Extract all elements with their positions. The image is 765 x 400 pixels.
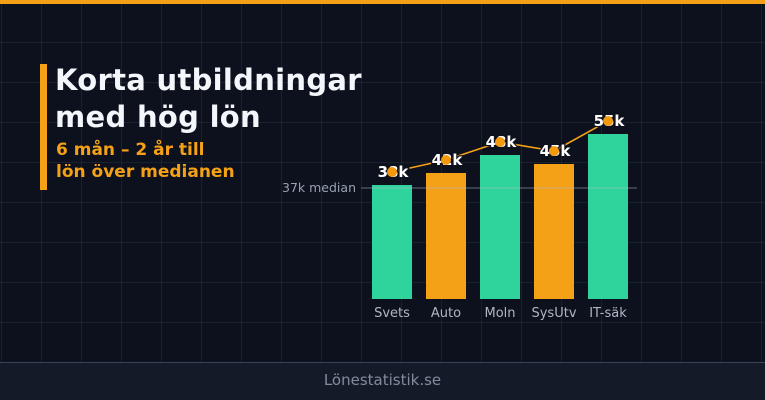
trend-dot-Auto [441, 155, 451, 165]
footer-band [0, 363, 765, 400]
bar-Auto [426, 173, 466, 299]
x-axis-label-Svets: Svets [374, 306, 410, 321]
trend-dot-Svets [387, 167, 397, 177]
trend-dot-IT-säk [603, 116, 613, 126]
background-grid [0, 0, 765, 363]
page-title: Korta utbildningar med hög lön [55, 62, 362, 136]
bar-Svets [372, 185, 412, 299]
x-axis-label-SysUtv: SysUtv [531, 306, 576, 321]
bar-SysUtv [534, 164, 574, 299]
bar-IT-säk [588, 134, 628, 299]
title-line-1: Korta utbildningar [55, 63, 362, 97]
subtitle-line-2: lön över medianen [56, 162, 235, 182]
footer-brand: Lönestatistik.se [323, 371, 442, 389]
top-accent-strip [0, 0, 765, 4]
trend-dot-Moln [495, 137, 505, 147]
median-label: 37k median [282, 180, 356, 195]
x-axis-label-Moln: Moln [484, 306, 515, 321]
x-axis-label-Auto: Auto [431, 306, 461, 321]
page-subtitle: 6 mån – 2 år till lön över medianen [56, 139, 235, 183]
trend-dot-SysUtv [549, 146, 559, 156]
subtitle-line-1: 6 mån – 2 år till [56, 140, 205, 160]
bar-Moln [480, 155, 520, 299]
title-accent-bar [40, 64, 47, 190]
title-line-2: med hög lön [55, 100, 261, 134]
x-axis-label-IT-säk: IT-säk [589, 306, 627, 321]
